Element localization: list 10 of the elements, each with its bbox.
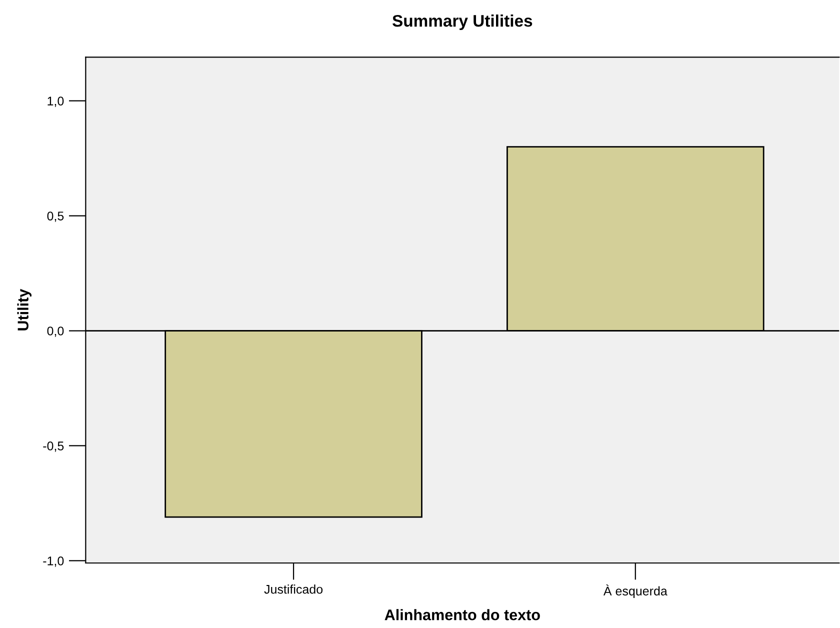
y-tick-label: 1,0	[48, 96, 64, 107]
x-axis-title: Alinhamento do texto	[384, 609, 540, 620]
y-tick-label: -1,0	[43, 556, 64, 567]
y-axis-title: Utility	[17, 288, 32, 330]
x-tick-label: Justificado	[264, 584, 323, 594]
y-tick-label: 0,5	[47, 212, 64, 222]
y-tick-label: 0,0	[47, 326, 64, 337]
x-tick-label: À esquerda	[603, 584, 668, 598]
y-tick-label: -0,5	[43, 442, 64, 452]
chart-title: Summary Utilities	[392, 14, 532, 30]
